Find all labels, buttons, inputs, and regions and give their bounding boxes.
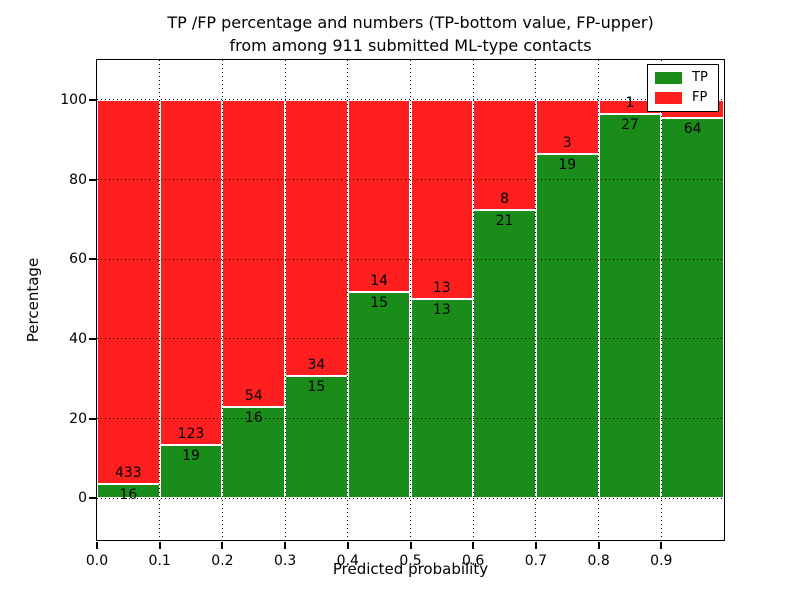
gridline-vertical — [598, 60, 600, 540]
bar-segment-tp — [535, 154, 599, 499]
gridline-vertical — [221, 60, 223, 540]
legend-item-tp: TP — [648, 70, 718, 86]
y-tick-mark — [89, 417, 96, 420]
y-tick-label: 100 — [60, 91, 87, 108]
x-tick-mark — [472, 541, 475, 549]
y-tick-mark — [89, 258, 96, 261]
bar-label-fp: 13 — [432, 280, 451, 296]
bar-label-fp: 1 — [625, 95, 635, 112]
bar-label-tp: 19 — [558, 157, 577, 174]
y-tick-mark — [89, 98, 96, 101]
x-tick-mark — [284, 541, 287, 549]
bar-label-tp: 15 — [370, 295, 389, 312]
y-tick-label: 0 — [78, 490, 87, 507]
x-tick-label: 0.3 — [273, 553, 297, 569]
x-tick-mark — [96, 541, 98, 549]
bar-label-fp: 8 — [500, 190, 510, 207]
gridline-vertical — [472, 60, 474, 540]
bar-label-fp: 123 — [177, 425, 205, 442]
gridline-vertical — [347, 60, 349, 540]
legend-patch-tp — [655, 71, 682, 84]
bar-segment-fp — [347, 99, 411, 293]
bar-segment-fp — [97, 99, 160, 484]
bar-label-tp: 21 — [495, 212, 514, 229]
chart-title-line2: from among 911 submitted ML-type contact… — [229, 36, 592, 55]
bar-segment-tp — [661, 117, 724, 499]
bar-segment-tp — [473, 209, 536, 499]
x-tick-label: 0.6 — [462, 553, 485, 569]
bar-label-fp: 433 — [114, 464, 142, 481]
bar-label-fp: 14 — [370, 273, 389, 290]
y-tick-mark — [89, 337, 96, 340]
x-tick-label: 0.5 — [399, 553, 422, 569]
x-tick-mark — [158, 541, 161, 549]
legend-label-fp: FP — [692, 90, 708, 106]
bar-label-fp: 34 — [307, 357, 326, 374]
legend-item-fp: FP — [648, 90, 718, 106]
bar-segment-fp — [535, 99, 599, 155]
gridline-vertical — [535, 60, 537, 540]
bar-segment-fp — [285, 99, 348, 377]
gridline-vertical — [410, 60, 411, 540]
bar-segment-fp — [159, 99, 223, 445]
x-tick-mark — [534, 541, 537, 549]
x-tick-label: 0.7 — [524, 553, 548, 569]
y-tick-label: 20 — [69, 410, 87, 427]
chart-title: TP /FP percentage and numbers (TP-bottom… — [97, 11, 724, 57]
bar-segment-tp — [159, 444, 223, 499]
x-tick-label: 0.2 — [211, 553, 234, 569]
x-tick-mark — [221, 541, 224, 549]
bar-label-fp: 3 — [562, 135, 572, 152]
y-tick-mark — [89, 178, 96, 181]
x-tick-label: 0.8 — [587, 553, 610, 569]
bars-layer — [97, 60, 724, 540]
bar-label-tp: 27 — [621, 117, 639, 134]
bar-segment-tp — [410, 299, 474, 499]
bar-label-tp: 15 — [307, 379, 326, 396]
x-tick-label: 0.1 — [148, 553, 171, 569]
bar-label-tp: 13 — [432, 302, 451, 318]
bar-label-tp: 16 — [244, 410, 263, 427]
chart-title-line1: TP /FP percentage and numbers (TP-bottom… — [167, 13, 654, 32]
legend: TP FP — [647, 64, 719, 112]
x-tick-label: 0.0 — [85, 553, 109, 569]
gridline-vertical — [159, 60, 161, 540]
x-tick-label: 0.4 — [336, 553, 359, 569]
bar-label-tp: 19 — [182, 447, 200, 464]
legend-label-tp: TP — [692, 69, 708, 85]
bar-label-tp: 16 — [119, 486, 138, 503]
x-tick-mark — [346, 541, 349, 549]
bar-label-fp: 54 — [244, 388, 263, 405]
x-tick-label: 0.9 — [650, 553, 673, 569]
gridline-vertical — [284, 60, 286, 540]
y-axis-label: Percentage — [24, 257, 42, 343]
bar-labels-layer: 433 16 123 19 54 16 34 15 14 15 13 13 8 21 3 19 1 27 64 — [97, 60, 724, 540]
y-tick-mark — [89, 497, 96, 500]
y-tick-label: 80 — [69, 171, 87, 188]
x-tick-mark — [597, 541, 600, 549]
x-axis-label: Predicted probability — [332, 560, 489, 578]
plot-area: 433 16 123 19 54 16 34 15 14 15 13 13 8 21 3 19 1 27 64 — [97, 60, 724, 540]
bar-label-tp: 64 — [683, 120, 702, 137]
legend-patch-fp — [655, 92, 682, 105]
y-tick-label: 60 — [69, 251, 87, 268]
y-tick-label: 40 — [69, 330, 87, 347]
x-tick-mark — [660, 541, 663, 549]
gridlines-layer — [97, 60, 724, 540]
gridline-vertical — [660, 60, 662, 540]
x-tick-mark — [409, 541, 412, 549]
